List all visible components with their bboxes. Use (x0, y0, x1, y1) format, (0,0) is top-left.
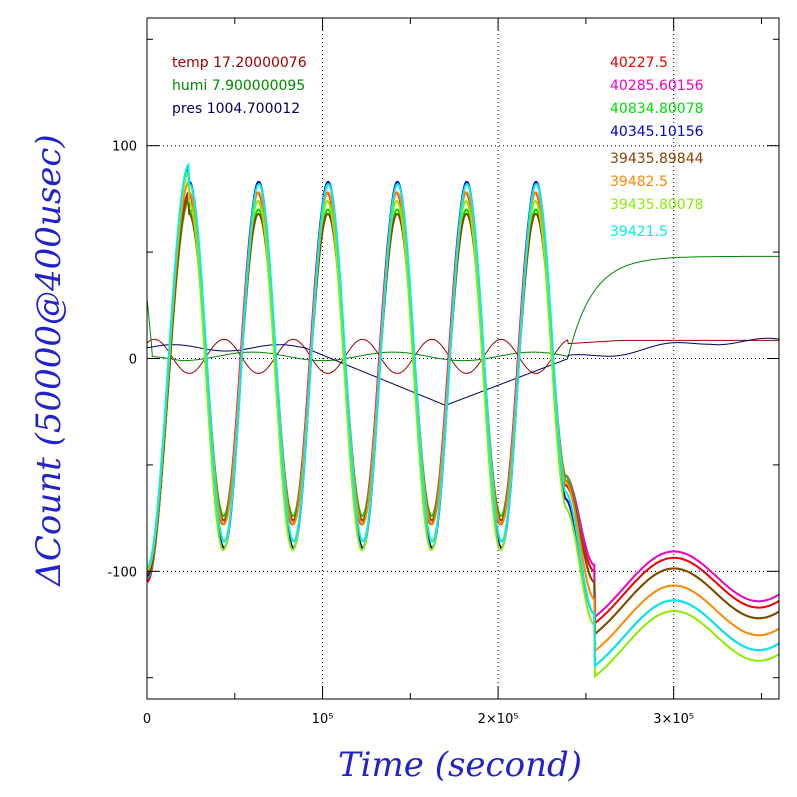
grid (147, 18, 779, 699)
legend-pres: pres 1004.700012 (172, 101, 300, 117)
y-axis-title: ΔCount (50000@400usec) (29, 134, 69, 587)
ticks: 0 10⁵ 2×10⁵ 3×10⁵ -100 0 100 (107, 18, 779, 727)
x-tick-label: 3×10⁵ (653, 712, 694, 727)
y-tick-label: 100 (112, 140, 137, 155)
legend-series-3: 40834.80078 (610, 101, 704, 117)
legend-series-1: 40227.5 (610, 55, 668, 71)
series-line-5 (146, 194, 780, 636)
x-axis-title: Time (second) (338, 745, 582, 785)
pres-line (146, 337, 780, 406)
humi-line (146, 255, 779, 362)
legend-series-4: 40345.10156 (610, 124, 704, 140)
legend-humi: humi 7.900000095 (172, 78, 305, 94)
x-tick-label: 2×10⁵ (478, 712, 519, 727)
legend-series-8: 39421.5 (610, 224, 668, 240)
legend-series-7: 39435.80078 (610, 197, 704, 213)
series-lines (146, 162, 780, 679)
legend-series-5: 39435.89844 (610, 151, 704, 167)
legend-series-6: 39482.5 (610, 174, 668, 190)
series-legend: 40227.5 40285.60156 40834.80078 40345.10… (610, 55, 704, 240)
x-tick-label: 10⁵ (312, 712, 334, 727)
y-tick-label: 0 (129, 353, 137, 368)
legend-temp: temp 17.20000076 (172, 55, 307, 71)
temp-line (146, 338, 779, 374)
x-tick-label: 0 (143, 712, 151, 727)
y-tick-label: -100 (107, 565, 137, 580)
env-legend: temp 17.20000076 humi 7.900000095 pres 1… (172, 55, 307, 117)
series-line-8 (146, 162, 780, 668)
legend-series-2: 40285.60156 (610, 78, 704, 94)
env-lines (146, 255, 780, 406)
